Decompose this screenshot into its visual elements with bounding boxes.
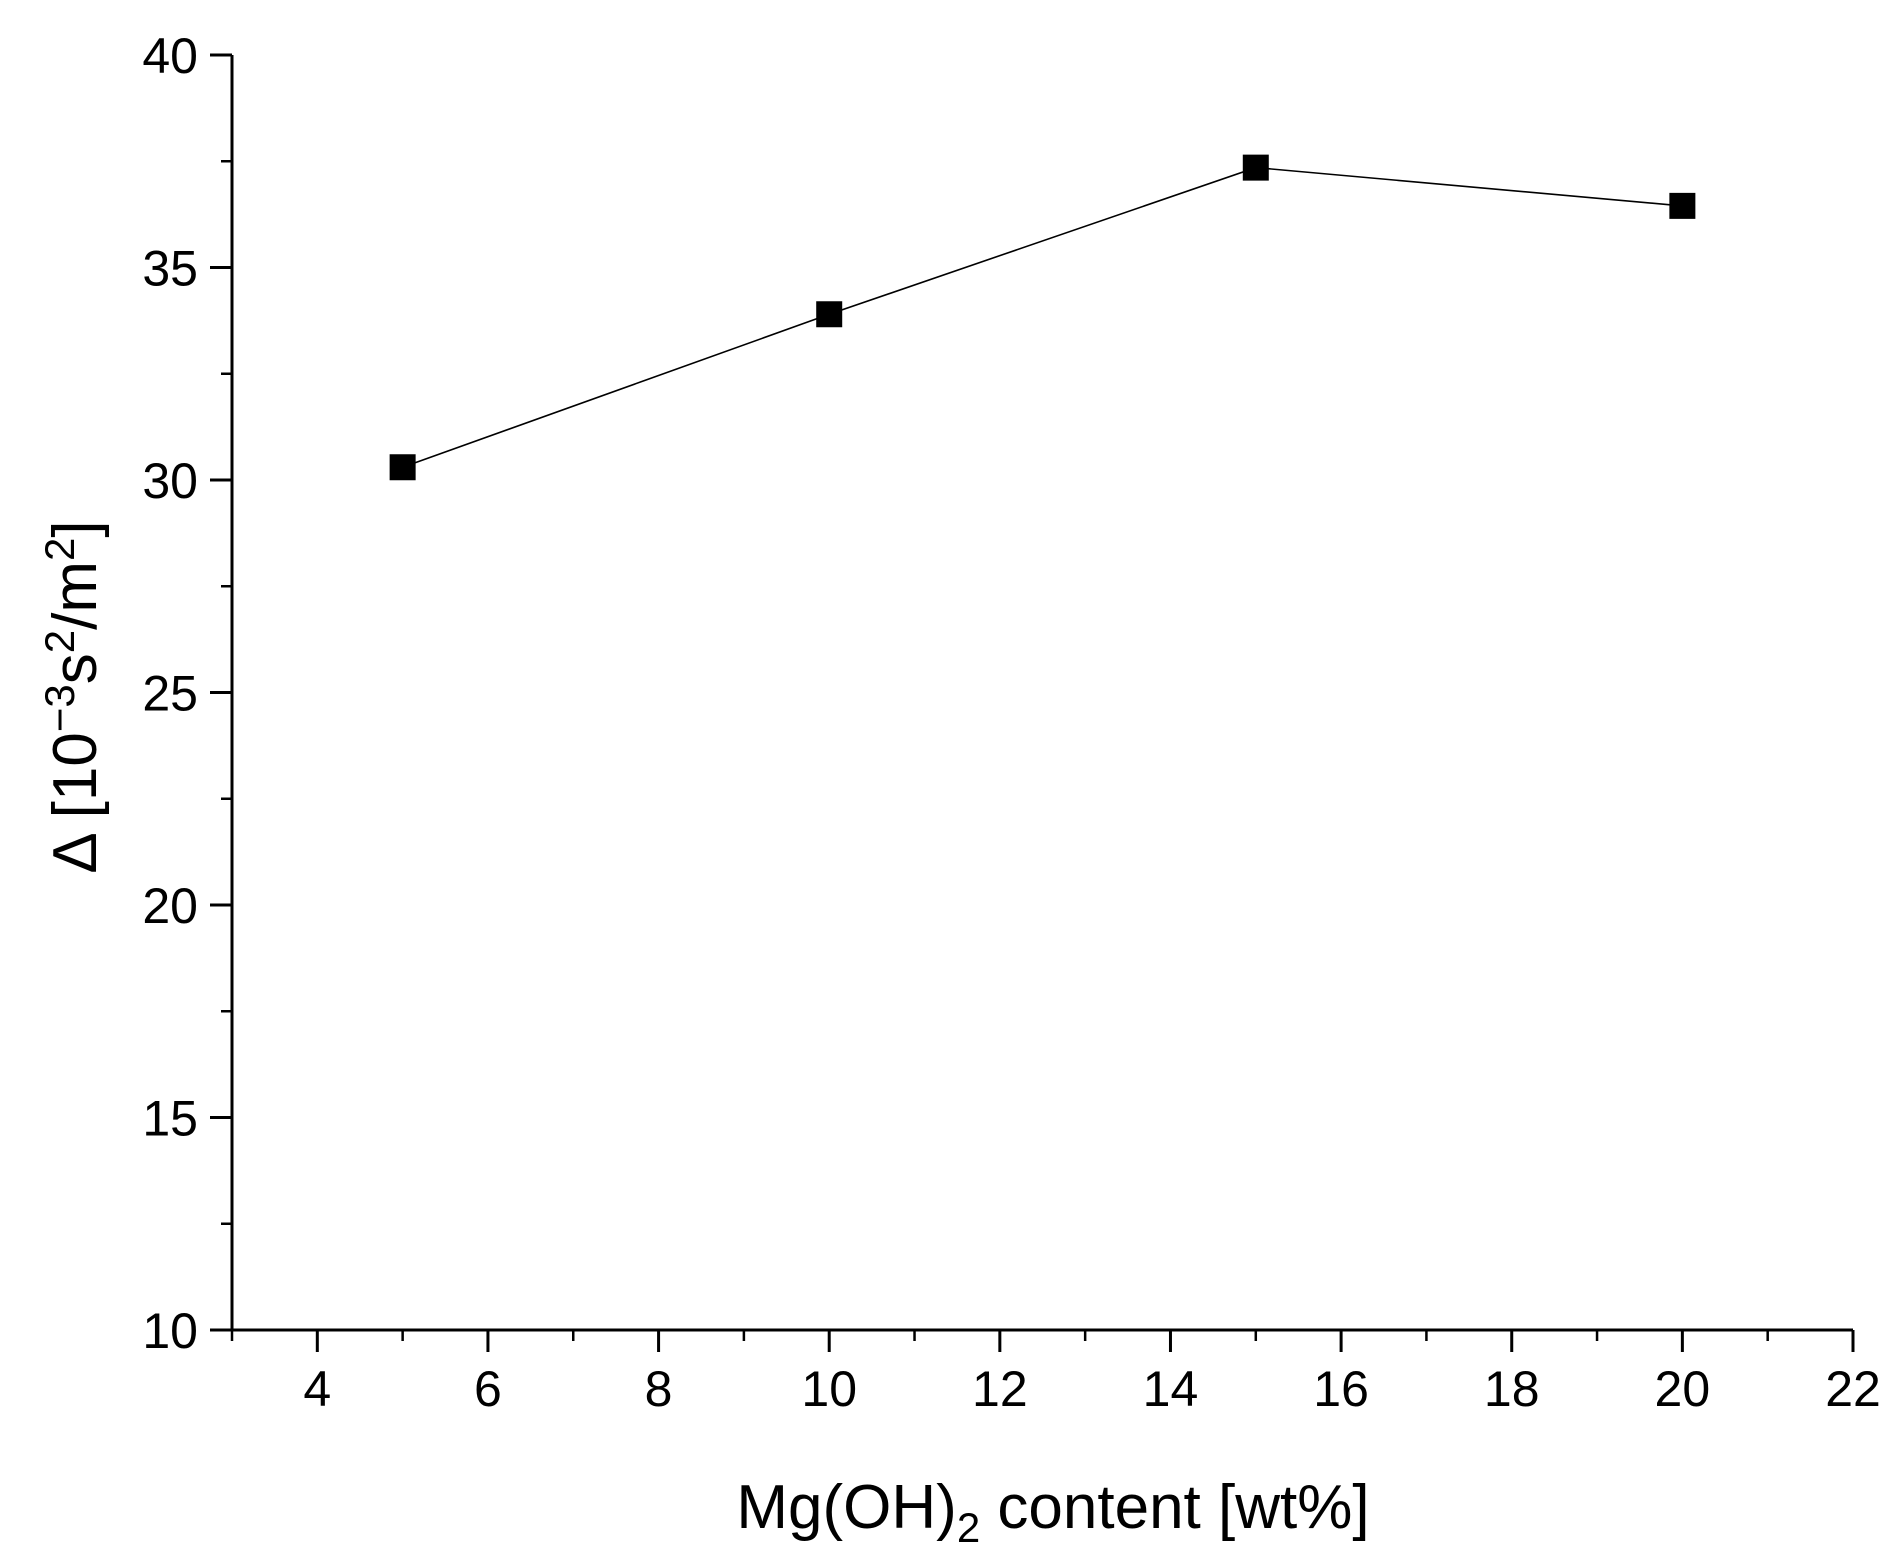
x-tick-label-20: 20	[1655, 1361, 1711, 1417]
y-tick-label-40: 40	[142, 28, 198, 84]
x-tick-label-22: 22	[1825, 1361, 1881, 1417]
y-tick-label-20: 20	[142, 878, 198, 934]
x-tick-label-16: 16	[1313, 1361, 1369, 1417]
y-axis-title: Δ [10−3s2/m2]	[36, 520, 110, 873]
x-tick-label-8: 8	[645, 1361, 673, 1417]
series-line	[402, 166, 1683, 469]
data-point-20	[1669, 192, 1696, 219]
tick-labels: 4 6 8 10 12 14 16 18 20 22 10 15 20 25 30 35 40	[142, 28, 1880, 1417]
x-tick-label-18: 18	[1484, 1361, 1540, 1417]
x-tick-label-4: 4	[303, 1361, 331, 1417]
y-tick-label-10: 10	[142, 1303, 198, 1359]
x-axis-title: Mg(OH)2 content [wt%]	[736, 1473, 1369, 1551]
x-tick-label-10: 10	[801, 1361, 857, 1417]
series-layer	[389, 154, 1696, 481]
data-point-10	[816, 301, 843, 328]
y-tick-label-35: 35	[142, 241, 198, 297]
axes	[210, 53, 1855, 1352]
y-tick-label-15: 15	[142, 1091, 198, 1147]
x-tick-label-6: 6	[474, 1361, 502, 1417]
data-point-5	[389, 454, 416, 481]
data-point-15	[1242, 154, 1269, 181]
x-tick-label-12: 12	[972, 1361, 1028, 1417]
y-tick-label-25: 25	[142, 666, 198, 722]
x-tick-label-14: 14	[1143, 1361, 1199, 1417]
y-tick-label-30: 30	[142, 453, 198, 509]
